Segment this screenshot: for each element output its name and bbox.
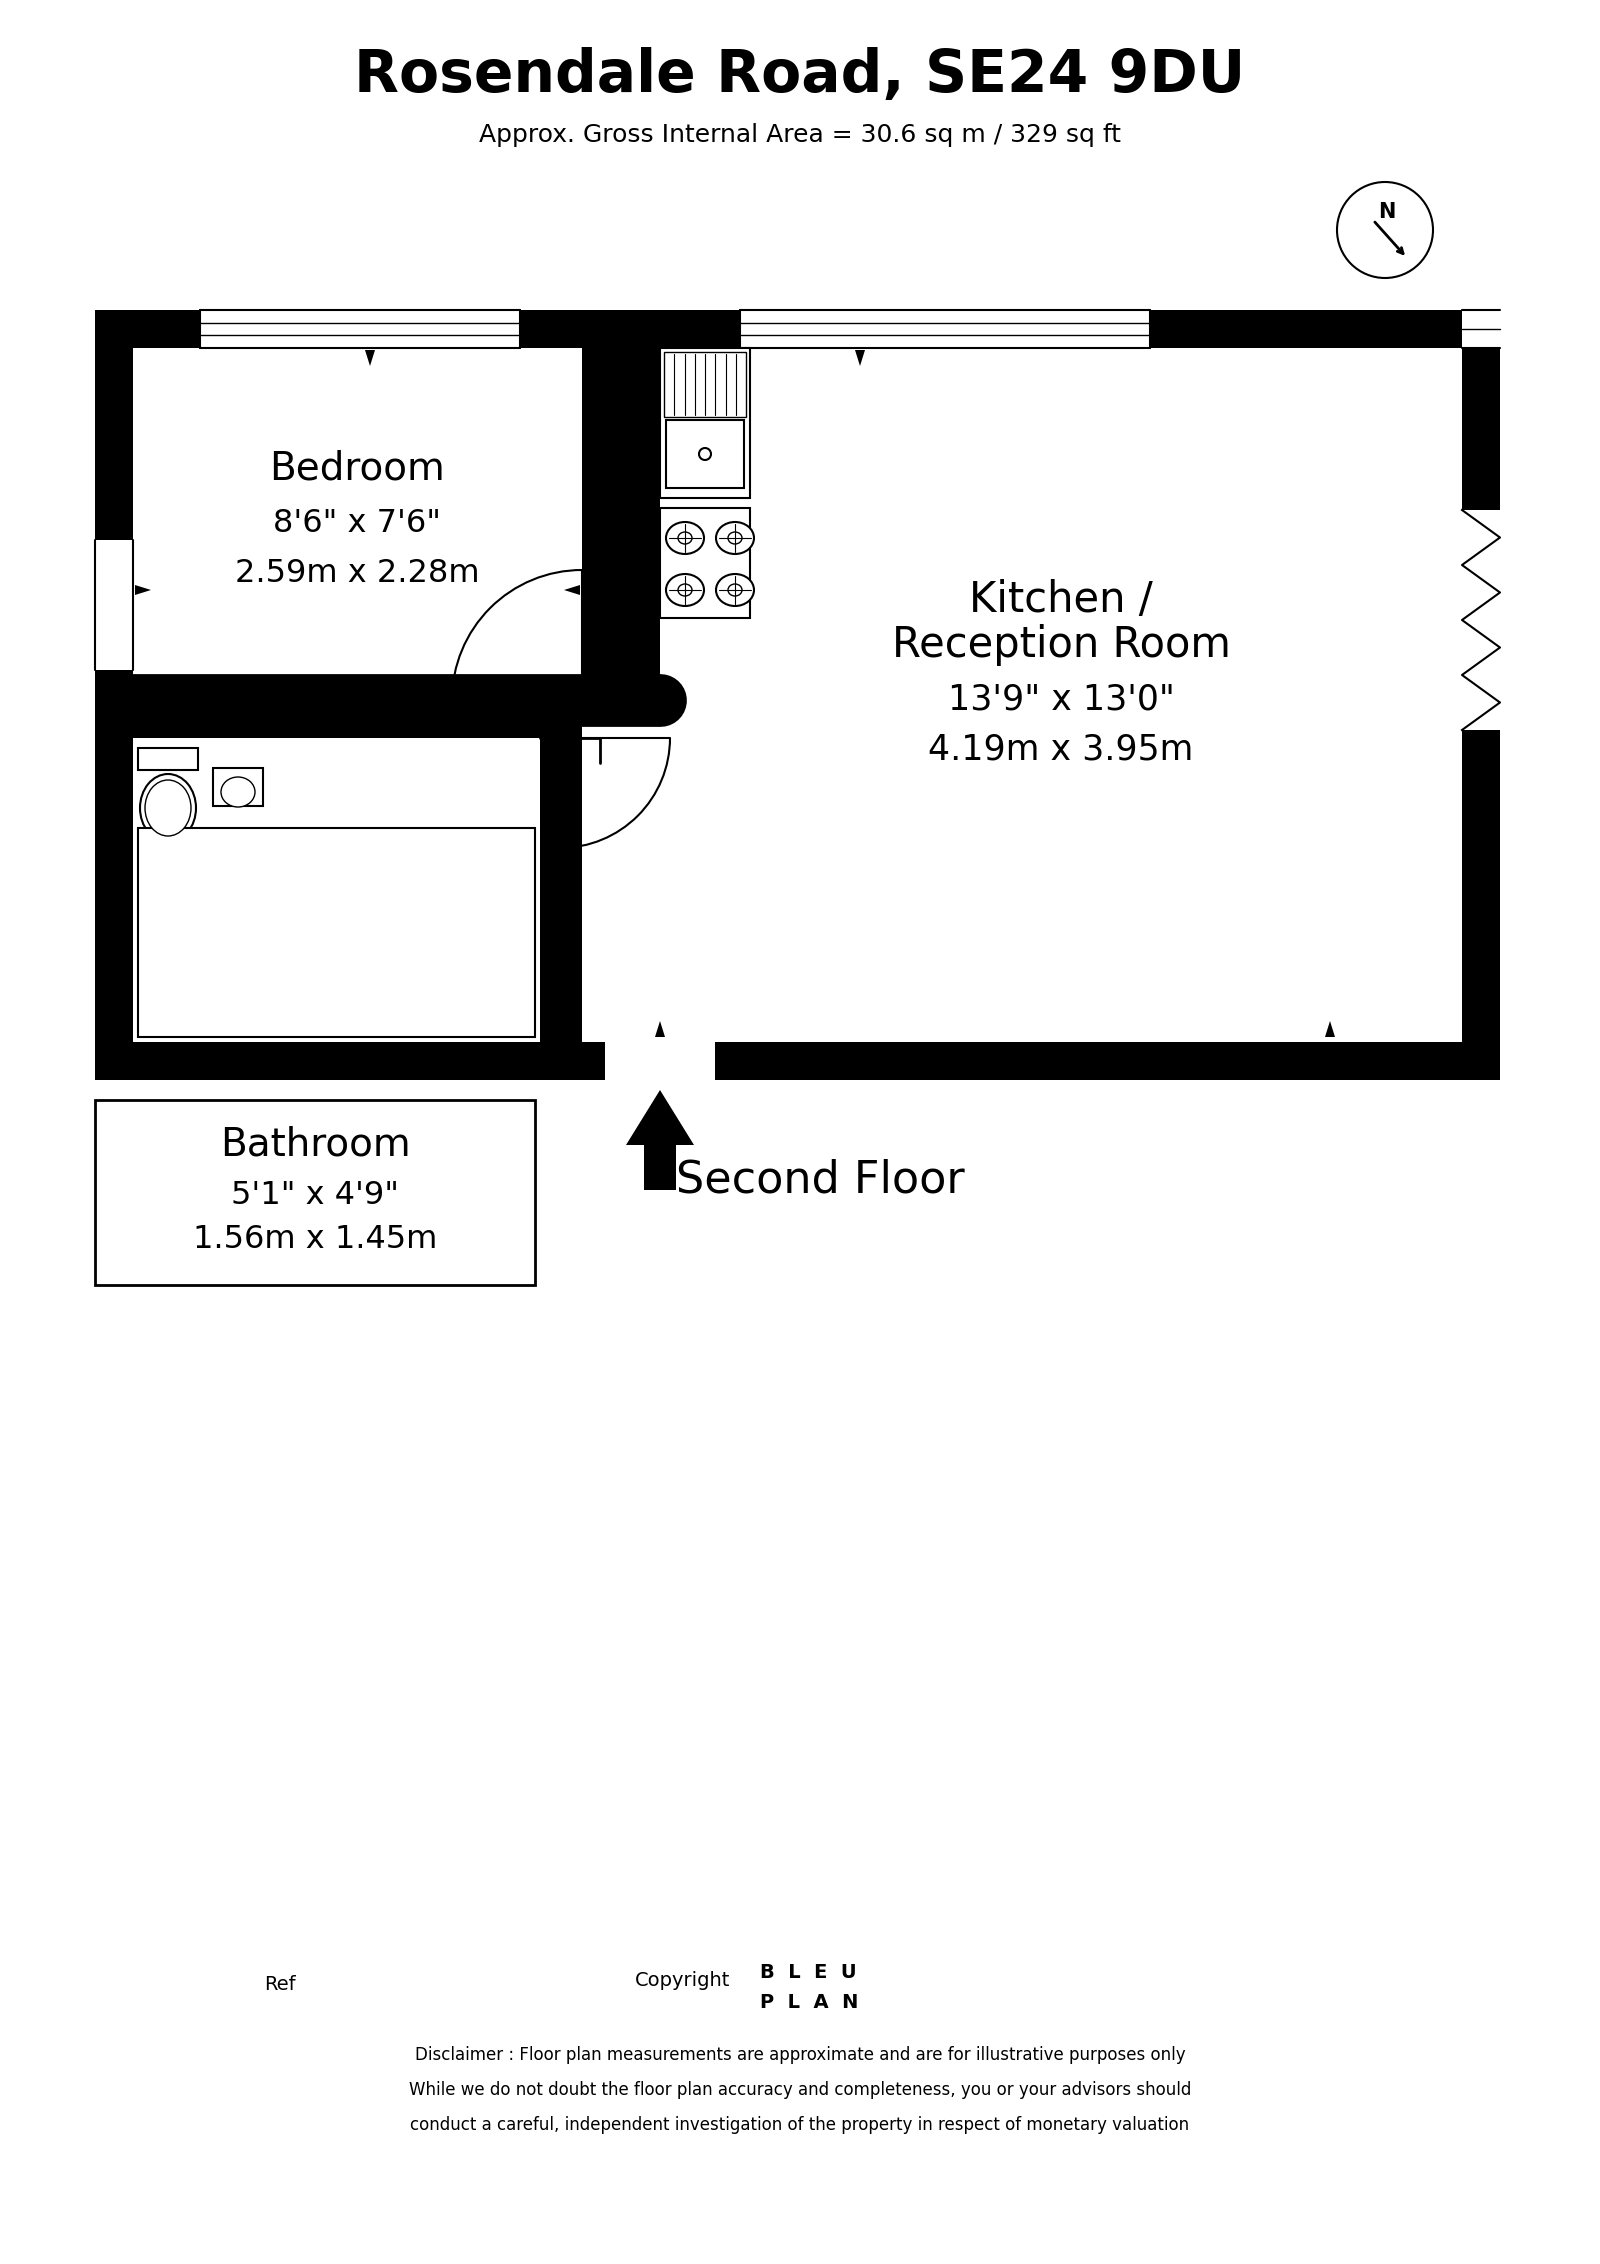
Text: 5'1" x 4'9": 5'1" x 4'9": [230, 1180, 398, 1211]
Bar: [664, 351, 746, 417]
Polygon shape: [626, 1089, 694, 1146]
Text: P  L  A  N: P L A N: [760, 1992, 858, 2010]
Polygon shape: [365, 681, 374, 697]
Polygon shape: [1462, 310, 1501, 349]
Bar: [138, 829, 534, 1037]
Ellipse shape: [678, 532, 691, 543]
Polygon shape: [739, 310, 1150, 349]
Ellipse shape: [666, 575, 704, 607]
Bar: [643, 1146, 675, 1191]
Text: 13'9" x 13'0": 13'9" x 13'0": [947, 684, 1174, 718]
Text: 8'6" x 7'6": 8'6" x 7'6": [274, 509, 442, 539]
Bar: [666, 421, 744, 489]
Text: Bathroom: Bathroom: [219, 1125, 410, 1164]
Polygon shape: [654, 1021, 666, 1037]
Bar: [213, 767, 262, 806]
Polygon shape: [133, 349, 582, 700]
Ellipse shape: [728, 532, 742, 543]
Polygon shape: [605, 1041, 715, 1080]
Ellipse shape: [678, 584, 691, 595]
Text: Rosendale Road, SE24 9DU: Rosendale Road, SE24 9DU: [354, 48, 1246, 104]
Ellipse shape: [146, 781, 190, 835]
Polygon shape: [563, 584, 579, 595]
Ellipse shape: [717, 575, 754, 607]
Ellipse shape: [221, 777, 254, 806]
Text: While we do not doubt the floor plan accuracy and completeness, you or your advi: While we do not doubt the floor plan acc…: [410, 2081, 1190, 2099]
Bar: [94, 310, 1501, 1080]
Circle shape: [699, 448, 710, 460]
Text: Copyright: Copyright: [635, 1970, 730, 1990]
Polygon shape: [661, 349, 1462, 1041]
Text: Bedroom: Bedroom: [269, 451, 445, 489]
Polygon shape: [1200, 1041, 1459, 1080]
Polygon shape: [200, 310, 520, 349]
Text: Approx. Gross Internal Area = 30.6 sq m / 329 sq ft: Approx. Gross Internal Area = 30.6 sq m …: [478, 122, 1122, 147]
Text: 1.56m x 1.45m: 1.56m x 1.45m: [194, 1225, 437, 1257]
Text: 2.59m x 2.28m: 2.59m x 2.28m: [235, 559, 480, 589]
Text: conduct a careful, independent investigation of the property in respect of monet: conduct a careful, independent investiga…: [411, 2117, 1189, 2135]
Bar: [94, 1100, 534, 1286]
Polygon shape: [133, 738, 541, 1041]
Polygon shape: [1462, 509, 1501, 729]
Bar: [138, 747, 198, 770]
Bar: [661, 507, 750, 618]
Ellipse shape: [141, 774, 195, 842]
Text: 4.19m x 3.95m: 4.19m x 3.95m: [928, 734, 1194, 767]
Polygon shape: [94, 541, 133, 670]
Polygon shape: [134, 584, 150, 595]
Text: B  L  E  U: B L E U: [760, 1963, 856, 1981]
Text: Ref: Ref: [264, 1976, 296, 1995]
Ellipse shape: [728, 584, 742, 595]
Text: N: N: [1378, 201, 1395, 222]
Polygon shape: [365, 351, 374, 367]
Bar: [661, 349, 750, 498]
Text: Disclaimer : Floor plan measurements are approximate and are for illustrative pu: Disclaimer : Floor plan measurements are…: [414, 2047, 1186, 2065]
Ellipse shape: [717, 523, 754, 555]
Text: Reception Room: Reception Room: [891, 625, 1230, 666]
Polygon shape: [582, 700, 661, 1041]
Text: Kitchen /: Kitchen /: [970, 580, 1154, 620]
Text: Second Floor: Second Floor: [675, 1159, 965, 1202]
Polygon shape: [1325, 1021, 1334, 1037]
Polygon shape: [854, 351, 866, 367]
Ellipse shape: [666, 523, 704, 555]
